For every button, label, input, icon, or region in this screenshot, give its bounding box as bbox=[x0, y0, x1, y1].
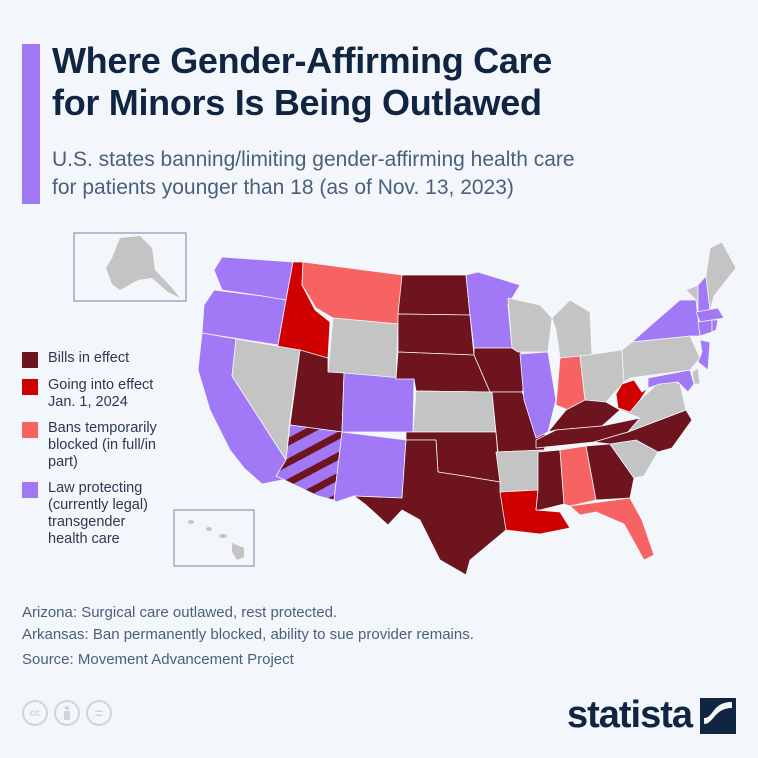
legend-swatch bbox=[22, 379, 38, 395]
state-WV bbox=[615, 379, 649, 413]
state-MD bbox=[647, 369, 695, 393]
statista-logo[interactable]: statista bbox=[567, 694, 736, 737]
legend-label: Going into effect Jan. 1, 2024 bbox=[48, 377, 154, 410]
title-line-2: for Minors Is Being Outlawed bbox=[52, 82, 542, 123]
state-FL bbox=[569, 497, 655, 561]
state-ME bbox=[705, 241, 737, 311]
state-OH bbox=[579, 349, 625, 403]
state-AL bbox=[559, 445, 597, 507]
state-AK bbox=[106, 236, 180, 298]
legend-label: Law protecting (currently legal) transge… bbox=[48, 480, 148, 547]
nd-icon[interactable]: = bbox=[86, 700, 112, 726]
legend-swatch bbox=[22, 352, 38, 368]
chart-subtitle: U.S. states banning/limiting gender-affi… bbox=[52, 146, 752, 202]
state-HI bbox=[188, 520, 244, 560]
source-note: Source: Movement Advancement Project bbox=[22, 651, 294, 668]
state-DE bbox=[691, 367, 701, 385]
hawaii-inset-frame bbox=[173, 509, 255, 567]
state-SD bbox=[397, 313, 475, 356]
state-NM bbox=[333, 431, 407, 503]
state-NY bbox=[631, 299, 701, 343]
cc-icon[interactable]: cc bbox=[22, 700, 48, 726]
legend-item-going-into-effect: Going into effect Jan. 1, 2024 bbox=[22, 377, 192, 411]
by-icon[interactable] bbox=[54, 700, 80, 726]
state-TX bbox=[353, 439, 507, 576]
legend-swatch bbox=[22, 482, 38, 498]
state-ND bbox=[397, 274, 471, 316]
chart-title: Where Gender-Affirming Care for Minors I… bbox=[52, 40, 752, 124]
state-MA bbox=[695, 307, 725, 323]
legend-label: Bills in effect bbox=[48, 350, 130, 366]
state-NJ bbox=[697, 339, 711, 371]
state-KS bbox=[412, 390, 497, 433]
state-GA bbox=[585, 443, 635, 501]
legend-item-bills-in-effect: Bills in effect bbox=[22, 350, 192, 368]
subtitle-line-2: for patients younger than 18 (as of Nov.… bbox=[52, 176, 514, 199]
note-arkansas: Arkansas: Ban permanently blocked, abili… bbox=[22, 626, 474, 643]
title-line-1: Where Gender-Affirming Care bbox=[52, 40, 552, 81]
state-MS bbox=[535, 449, 565, 511]
legend-item-bans-blocked: Bans temporarily blocked (in full/in par… bbox=[22, 420, 192, 471]
state-RI bbox=[711, 319, 719, 333]
statista-mark-icon bbox=[700, 697, 736, 734]
license-icons: cc = bbox=[22, 700, 112, 726]
state-AR bbox=[495, 449, 545, 493]
legend-item-law-protecting: Law protecting (currently legal) transge… bbox=[22, 480, 192, 548]
subtitle-line-1: U.S. states banning/limiting gender-affi… bbox=[52, 148, 575, 171]
state-WY bbox=[327, 317, 399, 380]
note-arizona: Arizona: Surgical care outlawed, rest pr… bbox=[22, 604, 338, 621]
legend-label: Bans temporarily blocked (in full/in par… bbox=[48, 420, 157, 470]
state-VA bbox=[619, 377, 687, 433]
legend: Bills in effect Going into effect Jan. 1… bbox=[22, 350, 192, 557]
state-WI bbox=[507, 297, 553, 353]
alaska-inset-frame bbox=[73, 232, 187, 302]
notes: Arizona: Surgical care outlawed, rest pr… bbox=[22, 602, 474, 671]
accent-bar bbox=[22, 44, 40, 204]
state-CT bbox=[697, 319, 713, 337]
legend-swatch bbox=[22, 422, 38, 438]
state-CO bbox=[341, 372, 415, 433]
state-MI bbox=[551, 299, 593, 359]
brand-name: statista bbox=[566, 694, 693, 736]
